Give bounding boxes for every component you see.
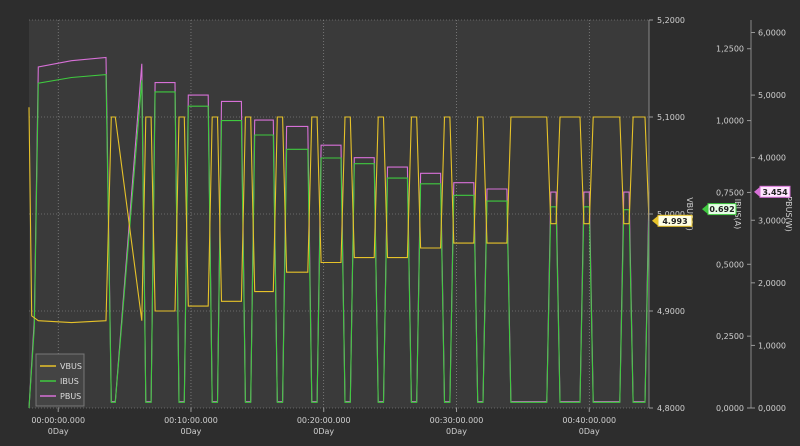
pbus-marker-box bbox=[759, 185, 791, 198]
x-tick-label-time: 00:20:00.000 bbox=[297, 416, 351, 425]
x-tick-label-day: 0Day bbox=[181, 427, 202, 436]
vbus-marker-value: 4.993 bbox=[662, 217, 687, 226]
legend: VBUS IBUS PBUS bbox=[35, 353, 85, 407]
pbus-tick-label: 5,0000 bbox=[758, 91, 786, 100]
series-line-vbus bbox=[28, 107, 650, 324]
x-tick-label-time: 00:40:00.000 bbox=[562, 416, 616, 425]
vbus-marker-box bbox=[657, 214, 693, 227]
vbus-tick-label: 5,1000 bbox=[657, 113, 685, 122]
ibus-marker-value: 0.692 bbox=[709, 205, 734, 214]
pbus-axis: 6,0000 5,0000 4,0000 3,0000 2,0000 1,0000 0,00… bbox=[751, 29, 786, 413]
vbus-axis: 5,2000 5,1000 5,0000 4,9000 4,8000 bbox=[649, 16, 685, 413]
vbus-tick-label: 4,9000 bbox=[657, 307, 685, 316]
legend-box bbox=[35, 353, 85, 407]
pbus-value-marker: 3.454 bbox=[754, 185, 791, 198]
pbus-tick-label: 4,0000 bbox=[758, 154, 786, 163]
legend-label-vbus: VBUS bbox=[60, 362, 82, 371]
ibus-tick-label: 0,0000 bbox=[716, 404, 744, 413]
vbus-marker-arrow bbox=[652, 215, 658, 226]
vbus-tick-label: 5,2000 bbox=[657, 16, 685, 25]
x-tick-label-day: 0Day bbox=[446, 427, 467, 436]
x-tick-label-day: 0Day bbox=[579, 427, 600, 436]
vbus-tick-label: 5,0000 bbox=[657, 210, 685, 219]
ibus-axis-label: IBUS(A) bbox=[733, 199, 742, 230]
x-tick-label-time: 00:10:00.000 bbox=[164, 416, 218, 425]
legend-label-pbus: PBUS bbox=[60, 392, 81, 401]
pbus-tick-label: 6,0000 bbox=[758, 29, 786, 38]
pbus-marker-value: 3.454 bbox=[762, 188, 788, 197]
vbus-axis-label: VBUS(V) bbox=[685, 197, 694, 231]
x-axis: 00:00:00.000 0Day 00:10:00.000 0Day 00:20:00… bbox=[31, 408, 616, 436]
legend-entry-ibus[interactable]: IBUS bbox=[40, 377, 79, 386]
pbus-tick-label: 3,0000 bbox=[758, 216, 786, 225]
pbus-tick-label: 0,0000 bbox=[758, 404, 786, 413]
pbus-tick-label: 2,0000 bbox=[758, 279, 786, 288]
ibus-tick-label: 1,2500 bbox=[716, 45, 744, 54]
pbus-axis-label: PBUS(W) bbox=[784, 196, 793, 231]
value-markers: 4.993 0.692 3.454 bbox=[652, 185, 791, 227]
ibus-marker-arrow bbox=[702, 204, 708, 215]
ibus-tick-label: 0,5000 bbox=[716, 260, 744, 269]
series-line-ibus bbox=[28, 74, 650, 409]
x-tick-label-day: 0Day bbox=[313, 427, 334, 436]
pbus-tick-label: 1,0000 bbox=[758, 341, 786, 350]
x-tick-label-time: 00:30:00.000 bbox=[430, 416, 484, 425]
vbus-tick-label: 4,8000 bbox=[657, 404, 685, 413]
ibus-tick-label: 0,2500 bbox=[716, 332, 744, 341]
legend-label-ibus: IBUS bbox=[60, 377, 79, 386]
legend-entry-vbus[interactable]: VBUS bbox=[40, 362, 82, 371]
ibus-marker-box bbox=[707, 203, 737, 216]
pbus-marker-arrow bbox=[754, 186, 760, 197]
series-layer bbox=[28, 56, 650, 409]
ibus-tick-label: 1,0000 bbox=[716, 117, 744, 126]
ibus-tick-label: 0,7500 bbox=[716, 188, 744, 197]
ibus-value-marker: 0.692 bbox=[702, 203, 737, 216]
vbus-value-marker: 4.993 bbox=[652, 214, 693, 227]
x-tick-label-time: 00:00:00.000 bbox=[31, 416, 85, 425]
legend-entry-pbus[interactable]: PBUS bbox=[40, 392, 81, 401]
x-tick-label-day: 0Day bbox=[48, 427, 69, 436]
ibus-axis: 1,2500 1,0000 0,7500 0,5000 0,2500 0,0000 bbox=[716, 45, 751, 413]
